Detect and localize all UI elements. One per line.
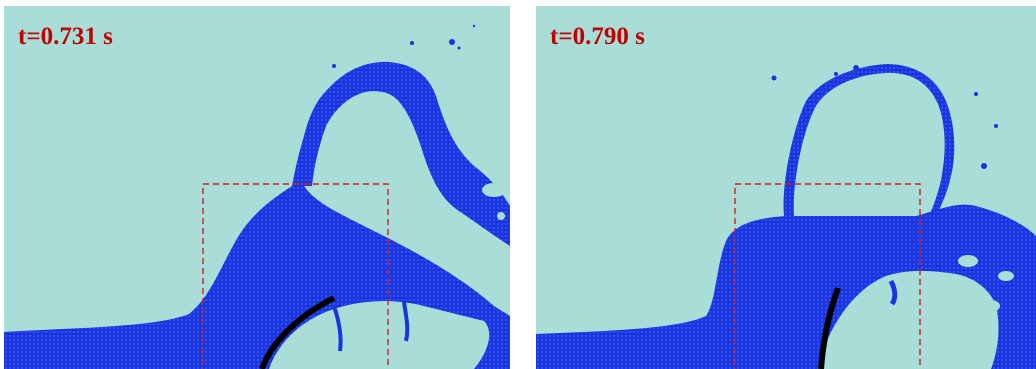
fluid-field-right (536, 64, 1036, 369)
simulation-frame-right: t=0.790 s (536, 6, 1036, 369)
fluid-field-left (4, 24, 510, 369)
fluid-jet (292, 61, 510, 246)
zoom-region-box (734, 183, 921, 369)
air-cavity (269, 301, 490, 369)
structure-curve (818, 286, 841, 369)
time-label: t=0.731 s (18, 23, 113, 50)
air-cavity (818, 270, 999, 369)
fluid-jet-arc (783, 64, 955, 221)
time-label: t=0.790 s (550, 23, 645, 50)
simulation-frame-left: t=0.731 s (4, 6, 510, 369)
structure-curve (259, 295, 336, 369)
zoom-region-box (202, 183, 389, 369)
